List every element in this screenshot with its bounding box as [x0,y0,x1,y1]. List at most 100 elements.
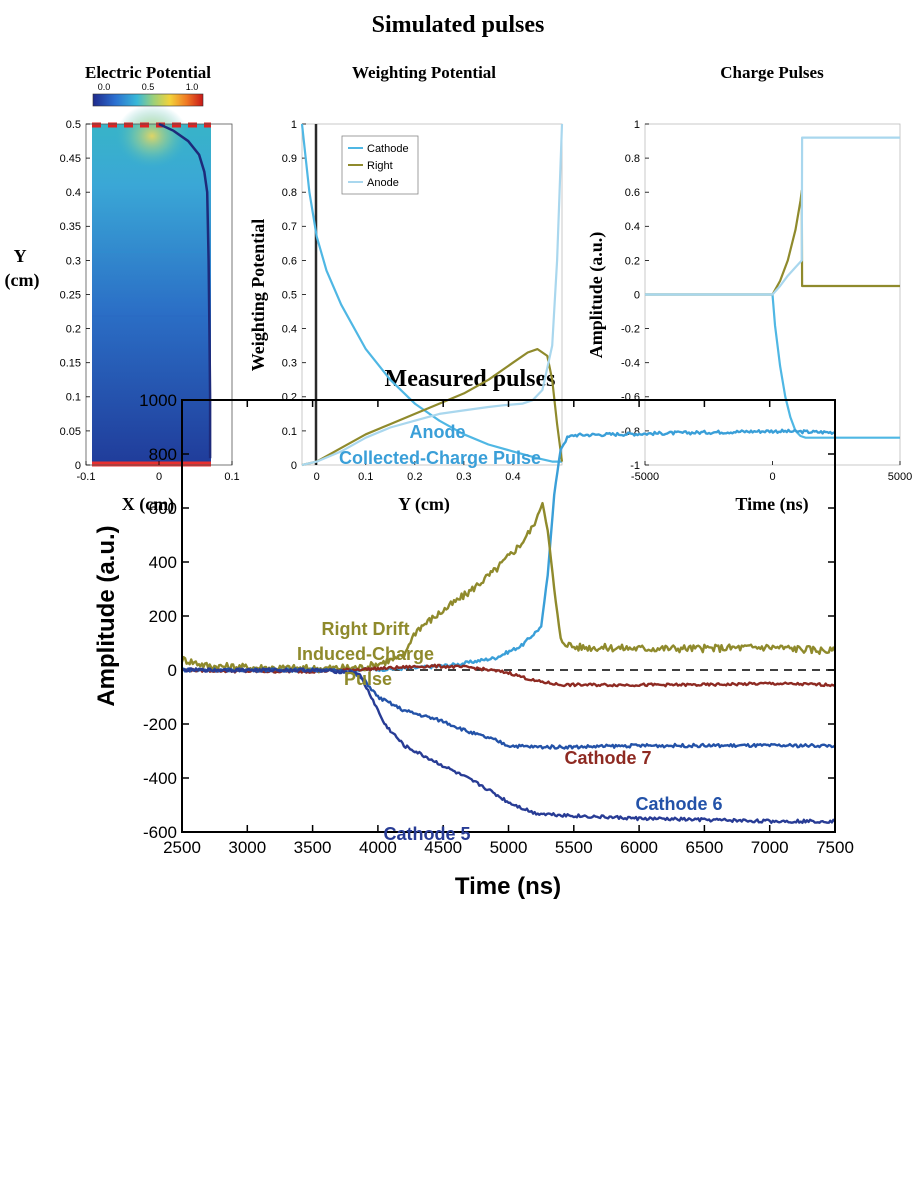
x-tick-label: 7500 [816,838,854,857]
y-tick-label: 200 [149,607,177,626]
weighting-potential-panel: Weighting Potential 0 0.1 0.2 0.3 0.4 0 0.1 0.2… [248,63,564,515]
y-tick-label: 600 [149,499,177,518]
charge-pulses-panel: Charge Pulses -5000 0 5000-1-0.8-0.6-0.4-0… [586,63,912,515]
x-tick-label: 0 [156,471,162,483]
measured-pulses-title: Measured pulses [385,366,556,392]
y-tick-label: 0.9 [282,153,297,165]
x-tick-label: 4000 [359,838,397,857]
plot-frame [181,399,836,833]
y-tick-label: 0.3 [282,358,297,370]
colorbar-tick: 0.0 [98,82,111,92]
x-tick-label: 0 [769,471,775,483]
y-tick-label: 0.7 [282,221,297,233]
x-axis-label: Y (cm) [398,494,450,515]
measured-pulses-panel: 2500 3000 3500 4000 4500 5000 5500 6000 6500 7000… [93,391,854,900]
colorbar-tick: 0.5 [142,82,155,92]
series-line [181,667,836,824]
y-tick-label: 0.4 [66,187,81,199]
series-line [645,136,900,296]
x-tick-label: -5000 [631,471,659,483]
x-tick-label: 0.1 [224,471,239,483]
y-axis-label: Weighting Potential [248,219,268,372]
y-tick-label: 0.4 [625,221,640,233]
y-tick-label: 0.6 [282,255,297,267]
y-tick-label: 1 [291,119,297,131]
y-tick-label: -0.2 [621,323,640,335]
x-tick-label: 0.4 [505,471,520,483]
y-axis-label: Amplitude (a.u.) [93,525,120,706]
legend: Cathode Right Anode [341,135,419,195]
series-line [181,667,836,750]
y-tick-label: 0 [168,661,177,680]
x-axis-label: Time (ns) [455,873,561,900]
y-tick-label: 0.8 [282,187,297,199]
y-tick-label: -200 [143,715,177,734]
y-tick-label: -0.4 [621,358,640,370]
y-tick-label: 0.25 [60,289,81,301]
x-tick-label: 5000 [490,838,528,857]
weighting-potential-title: Weighting Potential [352,63,496,82]
series-line [301,348,564,467]
x-tick-label: 2500 [163,838,201,857]
charge-trajectory [158,122,212,459]
legend-label: Right [367,160,393,172]
x-tick-label: 5500 [555,838,593,857]
series-line [300,123,562,463]
x-axis-label: X (cm) [122,494,174,515]
annotation-anode: Anode Collected-Charge Pulse [339,422,541,468]
electric-potential-panel: Electric Potential 0.0 0.5 1.0 X (cm) Y … [5,63,240,515]
y-tick-label: 0.5 [282,289,297,301]
y-tick-label: 0.35 [60,221,81,233]
x-axis-label: Time (ns) [735,494,808,515]
field-hot-spot [116,104,188,168]
x-tick-label: -0.1 [77,471,96,483]
y-tick-label: 0 [634,289,640,301]
x-tick-label: 5000 [888,471,912,483]
x-tick-label: 0.2 [407,471,422,483]
y-axis-label: Amplitude (a.u.) [586,232,607,359]
series-line [301,123,564,467]
y-tick-label: 0.2 [625,255,640,267]
y-tick-label: 0.1 [66,392,81,404]
field-map [92,124,211,465]
x-tick-label: 0.1 [358,471,373,483]
y-tick-label: 400 [149,553,177,572]
series-line [180,501,837,674]
x-tick-label: 3500 [294,838,332,857]
y-tick-label: 0.15 [60,358,81,370]
charge-pulses-title: Charge Pulses [720,63,824,82]
y-tick-label: 0.05 [60,426,81,438]
y-tick-label: 800 [149,445,177,464]
y-tick-label: 0.5 [66,119,81,131]
x-tick-label: 4500 [424,838,462,857]
y-tick-label: 0.6 [625,187,640,199]
annotation-cathode-6: Cathode 6 [635,794,722,814]
y-tick-label: 0 [291,460,297,472]
y-tick-label: 0.2 [282,392,297,404]
colorbar-tick: 1.0 [186,82,199,92]
x-tick-label: 0.3 [456,471,471,483]
y-tick-label: 0.8 [625,153,640,165]
annotation-cathode-5: Cathode 5 [383,824,470,844]
x-tick-label: 7000 [751,838,789,857]
annotation-right-drift: Right Drift Induced-Charge Pulse [297,619,439,689]
y-axis-label: Y (cm) [5,246,40,291]
y-tick-label: 0.4 [282,323,297,335]
electric-potential-title: Electric Potential [85,63,211,82]
series-line [645,293,900,439]
plot-frame [301,123,563,466]
y-tick-label: -0.6 [621,392,640,404]
annotation-cathode-7: Cathode 7 [564,748,651,768]
y-tick-label: -400 [143,769,177,788]
y-tick-label: 0.3 [66,255,81,267]
series-line [645,189,900,296]
y-tick-label: 1000 [139,391,177,410]
y-tick-label: 0.45 [60,153,81,165]
simulated-pulses-title: Simulated pulses [372,12,545,38]
x-tick-label: 6500 [685,838,723,857]
y-tick-label: -600 [143,823,177,842]
y-tick-label: 1 [634,119,640,131]
y-tick-label: 0.1 [282,426,297,438]
legend-label: Anode [367,177,399,189]
